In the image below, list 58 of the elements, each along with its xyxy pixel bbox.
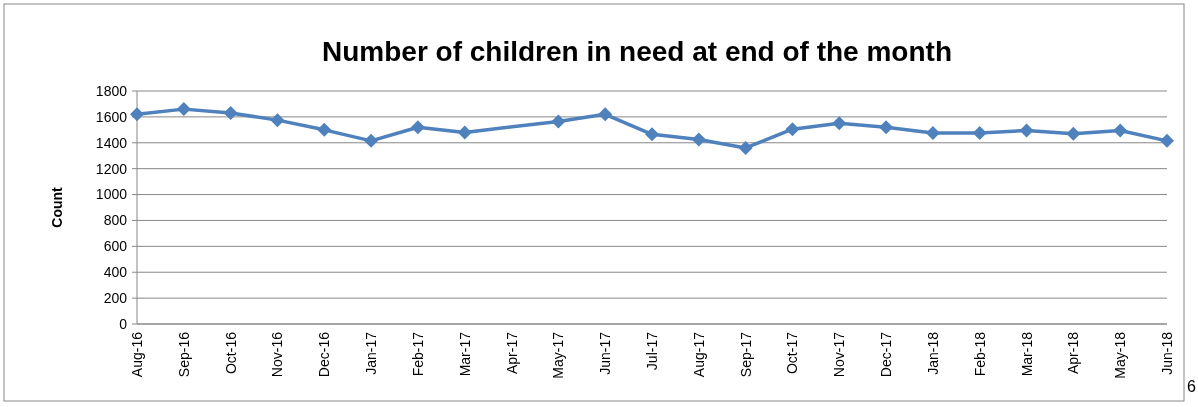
- point: [691, 132, 706, 147]
- x-tick-label: Oct-17: [784, 331, 801, 375]
- x-tick-label: Dec-16: [316, 331, 333, 378]
- point: [1066, 126, 1081, 141]
- point: [832, 116, 847, 131]
- point: [598, 107, 613, 122]
- x-tick-label: Aug-17: [690, 331, 707, 378]
- text: 6: [1187, 378, 1197, 395]
- point: [972, 126, 987, 141]
- x-tick-label: Nov-17: [831, 331, 848, 378]
- x-tick-label: Sep-17: [737, 331, 754, 378]
- y-tick-label: 800: [103, 212, 128, 229]
- point: [410, 120, 425, 135]
- x-tick-label: Jun-18: [1159, 331, 1175, 375]
- point: [223, 106, 238, 121]
- x-tick-label: Oct-16: [222, 331, 239, 375]
- point: [879, 120, 894, 135]
- x-tick-label: Jan-18: [924, 331, 941, 375]
- point: [785, 122, 800, 137]
- y-tick-label: 1400: [95, 134, 128, 151]
- point: [130, 107, 144, 122]
- y-axis-title: Count: [49, 186, 65, 228]
- x-tick-label: Nov-16: [269, 331, 286, 378]
- y-tick-label: 200: [103, 290, 128, 307]
- x-tick-label: Sep-16: [175, 331, 192, 378]
- x-tick-label: Jan-17: [363, 331, 380, 375]
- y-tick-label: 1600: [95, 108, 128, 125]
- point: [1160, 133, 1174, 148]
- point: [270, 113, 285, 128]
- x-tick-label: Jul-17: [644, 331, 660, 371]
- point: [738, 140, 753, 155]
- point: [317, 122, 332, 137]
- y-tick-label: 600: [103, 238, 128, 255]
- point: [364, 133, 379, 148]
- y-tick-label: 400: [103, 264, 128, 281]
- point: [925, 126, 940, 141]
- y-tick-label: 1000: [95, 186, 128, 203]
- point: [551, 114, 566, 129]
- y-tick-label: 0: [119, 315, 128, 332]
- x-tick-label: May-18: [1112, 331, 1129, 379]
- x-tick-label: Apr-17: [503, 331, 520, 375]
- point: [176, 102, 191, 117]
- x-tick-label: Mar-18: [1018, 331, 1035, 377]
- point: [1113, 123, 1128, 138]
- chart-title: Number of children in need at end of the month: [321, 36, 953, 67]
- x-tick-label: Dec-17: [878, 331, 895, 378]
- x-tick-label: Feb-17: [409, 331, 426, 377]
- point: [645, 127, 659, 142]
- point: [1019, 123, 1034, 138]
- point: [457, 125, 472, 140]
- y-tick-label: 1200: [95, 160, 128, 177]
- x-tick-label: Apr-18: [1065, 331, 1082, 375]
- x-tick-label: Jun-17: [597, 331, 614, 375]
- x-tick-label: Aug-16: [129, 331, 145, 378]
- x-tick-label: Feb-18: [971, 331, 988, 377]
- x-tick-label: Mar-17: [456, 331, 473, 377]
- x-tick-label: May-17: [550, 331, 567, 379]
- y-tick-label: 1800: [95, 82, 128, 99]
